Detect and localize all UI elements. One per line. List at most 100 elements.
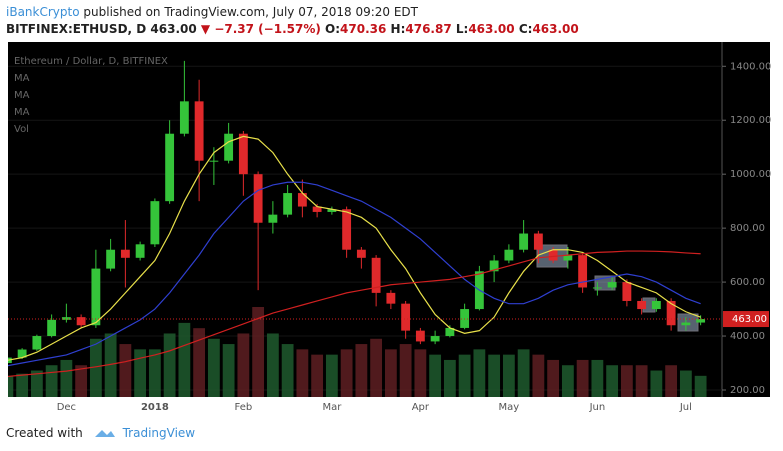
candle-body [592,287,602,289]
quote-line: BITFINEX:ETHUSD, D 463.00 ▼ −7.37 (−1.57… [6,21,579,38]
chart-title: Ethereum / Dollar, D, BITFINEX [14,56,168,67]
volume-bar [281,344,294,397]
header-line: iBankCrypto published on TradingView.com… [6,4,579,21]
volume-bar [502,354,515,397]
volume-bar [517,349,530,397]
plot [8,60,722,397]
volume-bar [635,365,648,397]
volume-bar [694,375,707,397]
volume-bar [119,344,132,397]
candle-body [401,303,411,331]
volume-bar [650,370,663,397]
volume-bar [458,354,471,397]
volume-bar [163,333,176,397]
candle-body [445,327,455,337]
candle-body [253,174,263,223]
change: −7.37 (−1.57%) [214,22,321,36]
chart-bg [8,42,770,397]
candle-body [120,249,130,258]
volume-bar [75,365,88,397]
volume-bar [8,375,14,397]
candle-body [47,319,57,337]
l-value: 463.00 [468,22,515,36]
volume-bar [340,349,353,397]
o-label: O: [325,22,341,36]
volume-bar [591,359,604,397]
down-arrow: ▼ [200,22,211,36]
volume-bar [296,349,309,397]
y-tick-label: 1200.00 [730,115,771,126]
candle-body [194,101,204,161]
candle-body [533,233,543,250]
candle-body [209,160,219,162]
candle-body [224,133,234,161]
y-tick-label: 1000.00 [730,169,771,180]
x-tick-label: 2018 [141,402,169,413]
legend: Ethereum / Dollar, D, BITFINEX MA MA MA Vol [14,56,168,135]
candle-body [651,300,661,310]
candle-body [91,268,101,326]
annotation-box [677,313,699,332]
candle-body [312,206,322,212]
candle-body [297,193,307,207]
brand[interactable]: TradingView [122,426,196,440]
candle-body [681,322,691,326]
volume-bar [399,344,412,397]
candle-body [489,260,499,272]
x-tick-label: Mar [322,402,342,413]
footer: Created with TradingView [6,425,195,440]
candle-body [504,249,514,261]
x-tick-label: Apr [412,402,430,413]
volume-bar [488,354,501,397]
candle-body [371,257,381,293]
o-value: 470.36 [340,22,387,36]
x-tick-label: May [499,402,520,413]
candle-body [563,255,573,261]
volume-bar [473,349,486,397]
volume-bar [134,349,147,397]
candle-body [342,209,352,250]
candle-body [578,255,588,288]
candle-body [607,282,617,288]
header: iBankCrypto published on TradingView.com… [6,4,579,38]
published: published on TradingView.com, July 07, 2… [83,5,419,19]
volume-bar [532,354,545,397]
author[interactable]: iBankCrypto [6,5,80,19]
volume-bar [665,365,678,397]
candle-body [637,300,647,310]
volume-bar [414,349,427,397]
y-tick-label: 400.00 [730,331,765,342]
candle-body [548,249,558,261]
volume-bar [561,365,574,397]
volume-bar [16,373,29,397]
last-price-label: 463.00 [732,314,767,325]
volume-bar [311,354,324,397]
ma-line [8,250,701,378]
created: Created with [6,426,83,440]
y-tick-label: 200.00 [730,385,765,396]
x-tick-label: Feb [235,402,253,413]
candle-body [32,336,42,350]
volume-bar [384,349,397,397]
volume-bar [207,338,220,397]
chart: Ethereum / Dollar, D, BITFINEXMAMAMAVol … [8,42,771,413]
candle-body [356,249,366,258]
volume-bar [576,359,589,397]
volume-bar [252,307,265,397]
volume-bar [355,344,368,397]
candle-body [415,330,425,342]
volume-bar [45,365,58,397]
candle-body [135,244,145,258]
last: 463.00 [150,22,197,36]
candle-body [430,336,440,342]
candle-body [327,209,337,212]
candle-body [622,282,632,301]
volume-bar [429,354,442,397]
y-tick-label: 1400.00 [730,61,771,72]
legend-item: MA [14,90,30,101]
x-tick-label: Jul [679,402,692,413]
candle-body [386,292,396,304]
candle-body [460,309,470,328]
candle-body [666,300,676,326]
legend-item: MA [14,107,30,118]
